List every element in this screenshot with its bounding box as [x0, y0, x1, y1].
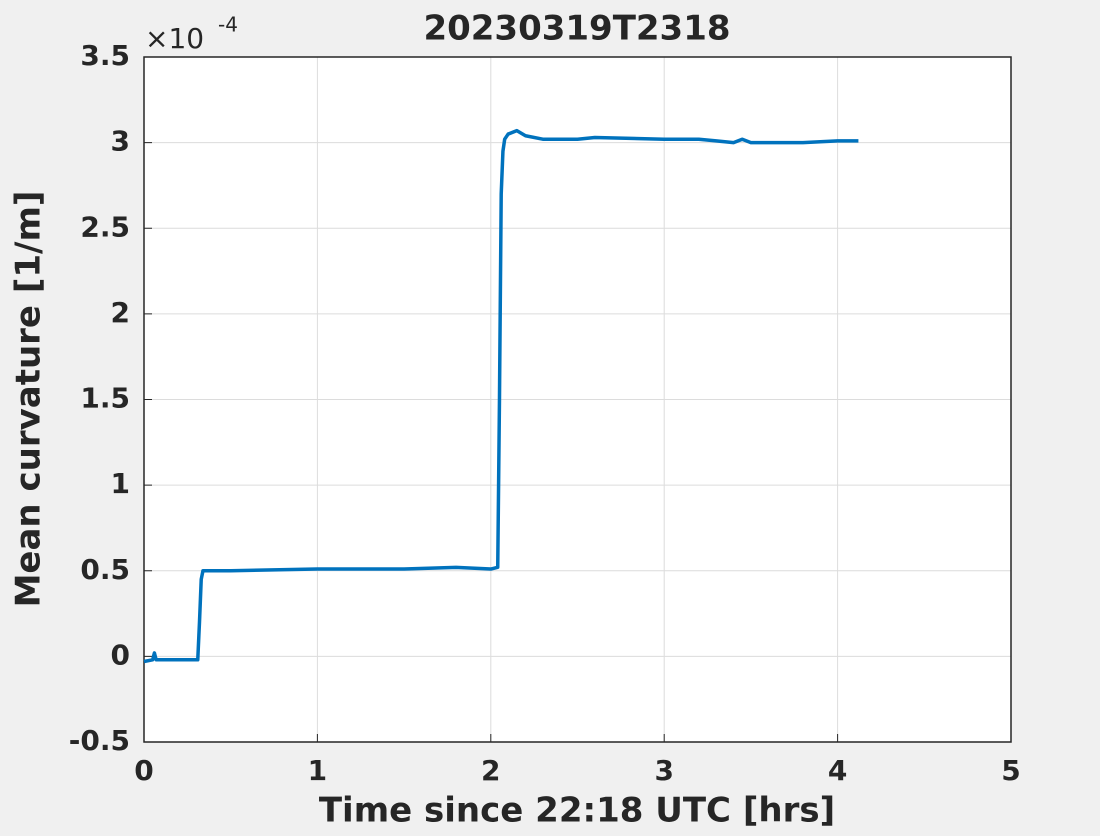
- y-tick-label: 2: [111, 296, 130, 329]
- y-exponent-power: -4: [218, 13, 238, 37]
- x-tick-label: 1: [308, 754, 327, 787]
- y-tick-label: 1: [111, 467, 130, 500]
- y-tick-label: 2.5: [80, 210, 130, 243]
- x-tick-label: 0: [134, 754, 153, 787]
- y-tick-label: 3.5: [80, 39, 130, 72]
- y-exponent-base: ×10: [145, 22, 204, 55]
- y-tick-label: 1.5: [80, 382, 130, 415]
- x-tick-label: 5: [1001, 754, 1020, 787]
- y-tick-label: 3: [111, 125, 130, 158]
- y-tick-label: 0.5: [80, 553, 130, 586]
- x-tick-label: 3: [654, 754, 673, 787]
- x-tick-label: 4: [828, 754, 847, 787]
- y-tick-label: 0: [111, 638, 130, 671]
- y-axis-label: Mean curvature [1/m]: [9, 191, 49, 608]
- data-line: [143, 128, 859, 664]
- y-tick-label: -0.5: [69, 724, 130, 757]
- x-tick-label: 2: [481, 754, 500, 787]
- chart-title: 20230319T2318: [423, 9, 730, 49]
- axes-box: [143, 56, 1012, 743]
- x-axis-label: Time since 22:18 UTC [hrs]: [319, 791, 835, 831]
